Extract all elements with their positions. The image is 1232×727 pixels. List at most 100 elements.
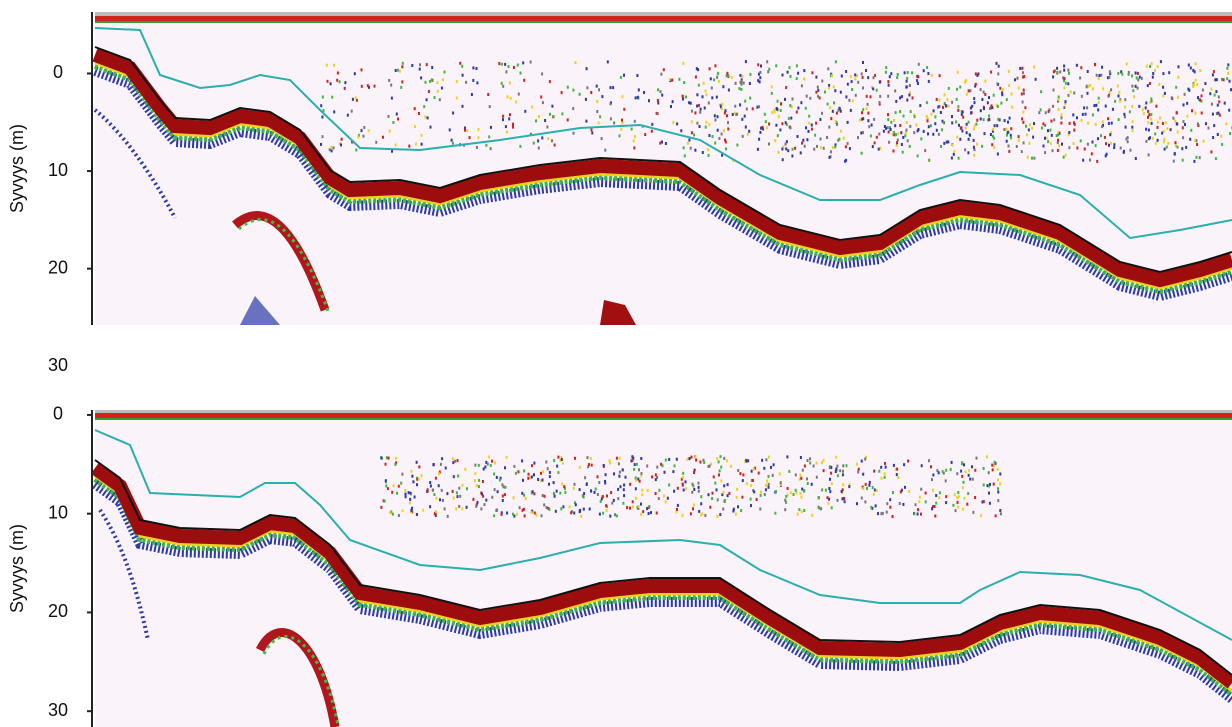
echo-dot	[888, 84, 890, 87]
echo-dot	[436, 497, 438, 500]
echo-dot	[477, 136, 479, 139]
echo-dot	[1001, 93, 1003, 96]
echo-dot	[1059, 70, 1061, 73]
y-axis-label: Syvyys (m)	[7, 124, 27, 213]
echo-dot	[1164, 92, 1166, 95]
echo-dot	[709, 67, 711, 70]
echo-dot	[789, 66, 791, 69]
echo-dot	[396, 113, 398, 116]
echo-dot	[969, 478, 971, 481]
echo-dot	[971, 465, 973, 468]
echo-dot	[815, 76, 817, 79]
echo-dot	[815, 122, 817, 125]
echo-dot	[811, 71, 813, 74]
echo-dot	[597, 475, 599, 478]
echo-dot	[893, 133, 895, 136]
echo-dot	[1107, 95, 1109, 98]
echo-dot	[766, 60, 768, 63]
echo-dot	[452, 490, 454, 493]
echo-dot	[367, 84, 369, 87]
echo-dot	[620, 128, 622, 131]
echo-dot	[953, 153, 955, 156]
echo-dot	[564, 491, 566, 494]
echo-dot	[535, 119, 537, 122]
echo-dot	[640, 457, 642, 460]
echo-dot	[760, 65, 762, 68]
echo-dot	[1121, 73, 1123, 76]
echo-dot	[773, 109, 775, 112]
echo-dot	[962, 111, 964, 114]
echo-dot	[869, 481, 871, 484]
echo-dot	[719, 513, 721, 516]
echo-dot	[983, 107, 985, 110]
echo-dot	[757, 63, 759, 66]
echo-dot	[1049, 129, 1051, 132]
echo-dot	[420, 76, 422, 79]
echo-dot	[809, 97, 811, 100]
echo-dot	[1175, 86, 1177, 89]
echo-dot	[549, 471, 551, 474]
echo-dot	[881, 477, 883, 480]
echo-dot	[1058, 96, 1060, 99]
echo-dot	[1063, 86, 1065, 89]
echo-dot	[689, 457, 691, 460]
echo-dot	[1210, 150, 1212, 153]
echo-dot	[1045, 111, 1047, 114]
echo-dot	[622, 469, 624, 472]
echo-dot	[940, 111, 942, 114]
echo-dot	[1074, 123, 1076, 126]
echo-dot	[542, 101, 544, 104]
echo-dot	[585, 98, 587, 101]
echo-dot	[1052, 105, 1054, 108]
echo-dot	[917, 154, 919, 157]
echo-dot	[1004, 119, 1006, 122]
echo-dot	[368, 129, 370, 132]
echo-dot	[594, 491, 596, 494]
echo-dot	[1057, 131, 1059, 134]
echo-dot	[862, 473, 864, 476]
echo-dot	[380, 506, 382, 509]
echo-dot	[919, 496, 921, 499]
echo-dot	[887, 80, 889, 83]
echo-dot	[752, 479, 754, 482]
echo-dot	[418, 478, 420, 481]
echo-dot	[726, 459, 728, 462]
echo-dot	[966, 503, 968, 506]
echo-dot	[606, 495, 608, 498]
echo-dot	[909, 84, 911, 87]
echo-dot	[720, 455, 722, 458]
echo-dot	[1228, 109, 1230, 112]
echo-dot	[806, 95, 808, 98]
echo-dot	[462, 74, 464, 77]
echo-dot	[596, 110, 598, 113]
echo-dot	[633, 468, 635, 471]
echo-dot	[967, 151, 969, 154]
echo-dot	[848, 99, 850, 102]
echo-dot	[975, 83, 977, 86]
echo-dot	[908, 94, 910, 97]
echo-dot	[1135, 85, 1137, 88]
echo-dot	[942, 106, 944, 109]
echo-dot	[776, 108, 778, 111]
echo-dot	[835, 120, 837, 123]
echo-dot	[542, 494, 544, 497]
echo-dot	[818, 506, 820, 509]
echo-dot	[938, 471, 940, 474]
echo-dot	[1009, 117, 1011, 120]
echo-dot	[684, 154, 686, 157]
echo-dot	[808, 130, 810, 133]
echo-dot	[963, 481, 965, 484]
echo-dot	[895, 111, 897, 114]
echo-dot	[997, 478, 999, 481]
echo-dot	[419, 68, 421, 71]
echo-dot	[533, 142, 535, 145]
echo-dot	[900, 131, 902, 134]
echo-dot	[774, 139, 776, 142]
echo-dot	[779, 128, 781, 131]
echo-dot	[685, 96, 687, 99]
echo-dot	[841, 75, 843, 78]
echo-dot	[934, 115, 936, 118]
echo-dot	[441, 87, 443, 90]
echo-dot	[525, 497, 527, 500]
echo-dot	[609, 462, 611, 465]
